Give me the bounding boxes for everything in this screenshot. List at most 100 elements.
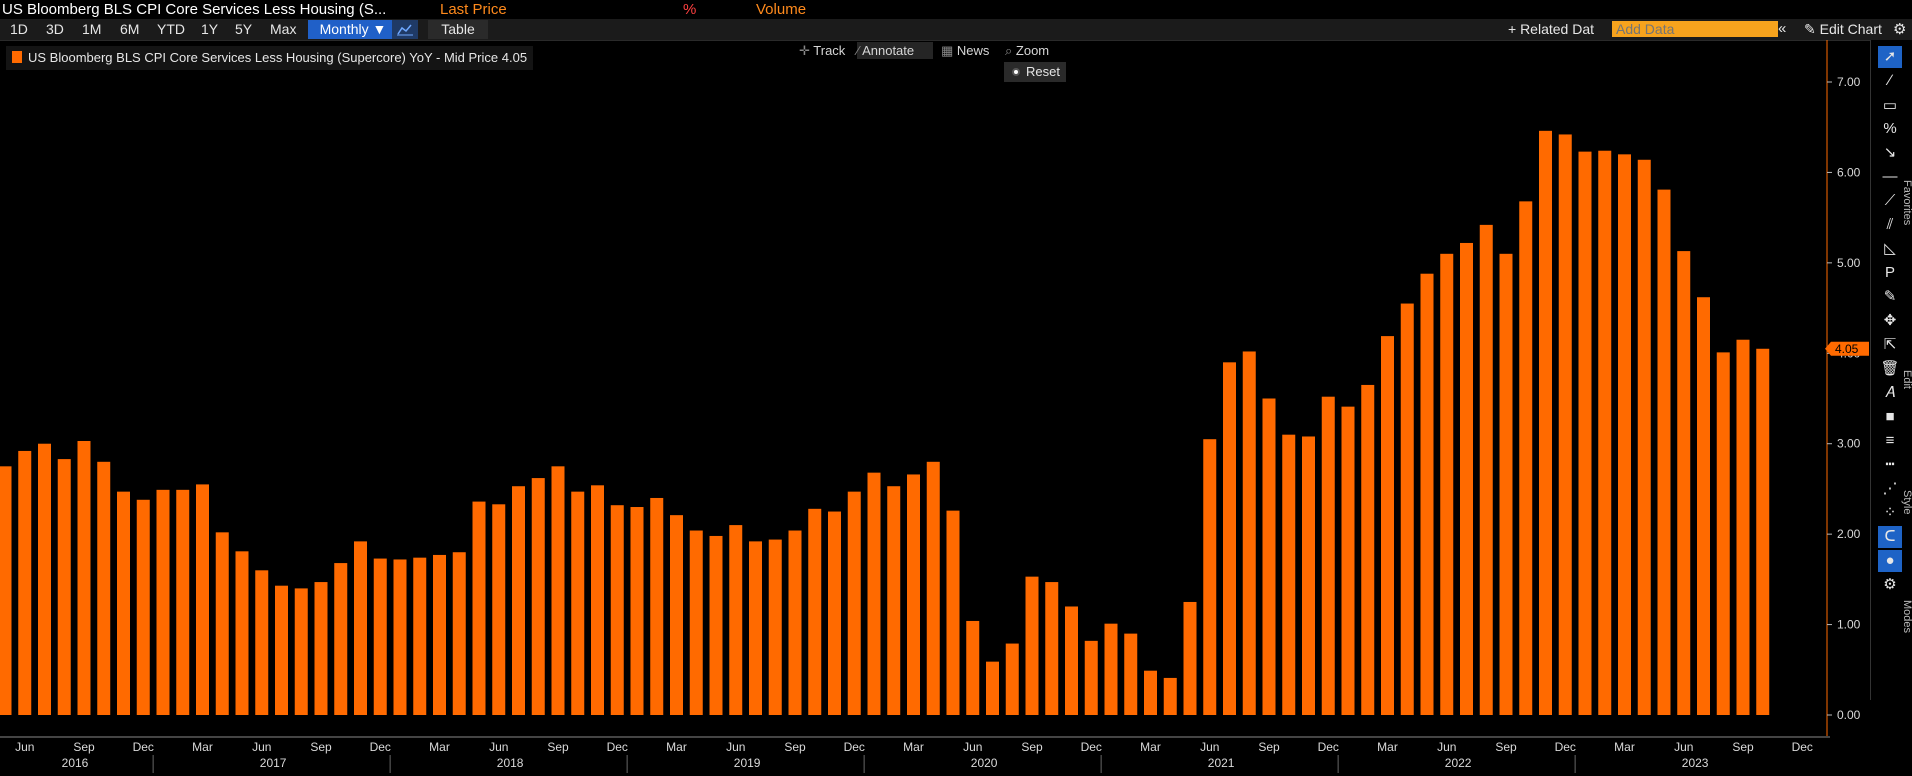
reset-button[interactable]: Reset bbox=[1004, 62, 1066, 82]
bar bbox=[1716, 352, 1730, 715]
x-tick-label: Sep bbox=[1258, 740, 1280, 754]
line-draw-icon[interactable]: ∕ bbox=[1888, 72, 1892, 89]
bar bbox=[1637, 159, 1651, 716]
add-data-input[interactable] bbox=[1612, 21, 1778, 37]
zoom-icon: ⌕ bbox=[1005, 43, 1016, 58]
move-icon[interactable]: ✥ bbox=[1883, 312, 1897, 329]
bar bbox=[1400, 303, 1414, 715]
horizontal-line-icon[interactable]: — bbox=[1882, 168, 1898, 185]
bar bbox=[97, 461, 111, 715]
bar bbox=[452, 552, 466, 715]
pencil-icon[interactable]: ✎ bbox=[1883, 288, 1897, 305]
annotate-icon: ∕ bbox=[857, 43, 863, 58]
field-label[interactable]: Last Price bbox=[440, 1, 507, 18]
select-icon[interactable]: ⇱ bbox=[1883, 336, 1897, 353]
fill-color-icon[interactable]: ■ bbox=[1885, 408, 1895, 425]
nodes-icon[interactable]: ⁘ bbox=[1883, 504, 1897, 521]
news-icon: ▦ bbox=[941, 43, 957, 58]
sidebar-tab-edit[interactable]: Edit bbox=[1901, 370, 1912, 389]
edit-chart-button[interactable]: ✎ Edit Chart bbox=[1804, 21, 1882, 37]
range-1d-button[interactable]: 1D bbox=[10, 21, 28, 37]
bar bbox=[1065, 606, 1078, 715]
palette-icon[interactable]: ● bbox=[1878, 550, 1902, 572]
period-dropdown[interactable]: Monthly ▼ bbox=[308, 20, 398, 39]
track-button[interactable]: ✛ Track bbox=[799, 43, 846, 58]
gear-icon[interactable]: ⚙ bbox=[1893, 21, 1907, 38]
range-3d-button[interactable]: 3D bbox=[46, 21, 64, 37]
y-tick-label: 0.00 bbox=[1837, 708, 1861, 722]
range-max-button[interactable]: Max bbox=[270, 21, 297, 37]
sidebar-tab-style[interactable]: Style bbox=[1901, 490, 1912, 515]
x-tick-label: Mar bbox=[429, 740, 450, 754]
chart-type-button[interactable] bbox=[392, 20, 418, 39]
range-ytd-button[interactable]: YTD bbox=[157, 21, 185, 37]
bar bbox=[1223, 362, 1236, 715]
annotate-button[interactable]: ∕ Annotate bbox=[857, 42, 933, 59]
x-year-label: 2020 bbox=[971, 756, 998, 770]
x-tick-label: Mar bbox=[1377, 740, 1398, 754]
range-5y-button[interactable]: 5Y bbox=[235, 21, 253, 37]
x-tick-label: Jun bbox=[252, 740, 271, 754]
bar bbox=[1479, 224, 1493, 715]
zoom-button[interactable]: ⌕ Zoom bbox=[1005, 43, 1050, 58]
range-1y-button[interactable]: 1Y bbox=[201, 21, 219, 37]
x-tick-label: Jun bbox=[1200, 740, 1219, 754]
x-tick-label: Dec bbox=[133, 740, 154, 754]
bar bbox=[235, 551, 249, 715]
bar bbox=[986, 661, 999, 715]
sidebar-tab-favorites[interactable]: Favorites bbox=[1901, 180, 1912, 226]
table-button[interactable]: Table bbox=[428, 20, 488, 39]
y-tick-label: 6.00 bbox=[1837, 165, 1861, 179]
bar bbox=[294, 588, 308, 715]
magnet-icon[interactable]: ᑕ bbox=[1878, 526, 1902, 548]
bar bbox=[729, 525, 743, 715]
x-year-label: 2021 bbox=[1208, 756, 1235, 770]
bar bbox=[1558, 134, 1572, 715]
related-data-button[interactable]: + Related Dat bbox=[1508, 21, 1594, 37]
news-button[interactable]: ▦ News bbox=[941, 43, 990, 58]
pointer-icon[interactable]: ➚ bbox=[1878, 46, 1902, 68]
settings-icon[interactable]: ⚙ bbox=[1883, 576, 1897, 593]
x-tick-label: Jun bbox=[1437, 740, 1456, 754]
bar bbox=[472, 501, 486, 715]
trend-line-icon[interactable]: ⟋ bbox=[1884, 192, 1896, 209]
bar bbox=[413, 557, 427, 715]
line-dash-icon[interactable]: ┅ bbox=[1885, 456, 1895, 473]
bar bbox=[650, 497, 664, 715]
collapse-icon[interactable]: « bbox=[1778, 20, 1787, 37]
line-weight-icon[interactable]: ≡ bbox=[1885, 432, 1895, 449]
x-tick-label: Dec bbox=[1081, 740, 1102, 754]
bar bbox=[966, 620, 980, 715]
x-year-label: 2017 bbox=[260, 756, 287, 770]
p-label-icon[interactable]: P bbox=[1884, 264, 1895, 281]
bar bbox=[1578, 151, 1592, 715]
bar bbox=[314, 582, 328, 715]
channel-icon[interactable]: ⫽ bbox=[1886, 216, 1894, 233]
fib-fan-icon[interactable]: ◺ bbox=[1884, 240, 1896, 257]
arrow-icon[interactable]: ↘ bbox=[1883, 144, 1897, 161]
reset-icon bbox=[1012, 68, 1020, 76]
bar bbox=[1618, 154, 1631, 715]
text-style-icon[interactable]: 𝐴 bbox=[1885, 384, 1895, 401]
bar bbox=[591, 485, 604, 715]
bar bbox=[373, 558, 387, 715]
x-tick-label: Dec bbox=[1555, 740, 1576, 754]
x-tick-label: Jun bbox=[489, 740, 508, 754]
trash-icon[interactable]: 🗑 bbox=[1880, 360, 1900, 377]
dotted-icon[interactable]: ⋰ bbox=[1882, 480, 1898, 497]
range-1m-button[interactable]: 1M bbox=[82, 21, 102, 37]
bar bbox=[57, 459, 71, 715]
rectangle-icon[interactable]: ▭ bbox=[1882, 97, 1898, 114]
bar bbox=[512, 486, 525, 715]
volume-label[interactable]: Volume bbox=[756, 1, 807, 18]
percent-measure-icon[interactable]: % bbox=[1883, 120, 1897, 137]
x-tick-label: Dec bbox=[844, 740, 865, 754]
bar bbox=[1736, 339, 1750, 715]
bar bbox=[867, 472, 881, 715]
security-name[interactable]: US Bloomberg BLS CPI Core Services Less … bbox=[2, 1, 387, 18]
sidebar-tab-modes[interactable]: Modes bbox=[1901, 600, 1912, 634]
range-6m-button[interactable]: 6M bbox=[120, 21, 140, 37]
bar bbox=[1697, 297, 1710, 715]
bar bbox=[531, 478, 545, 715]
chart-legend[interactable]: US Bloomberg BLS CPI Core Services Less … bbox=[6, 46, 534, 70]
